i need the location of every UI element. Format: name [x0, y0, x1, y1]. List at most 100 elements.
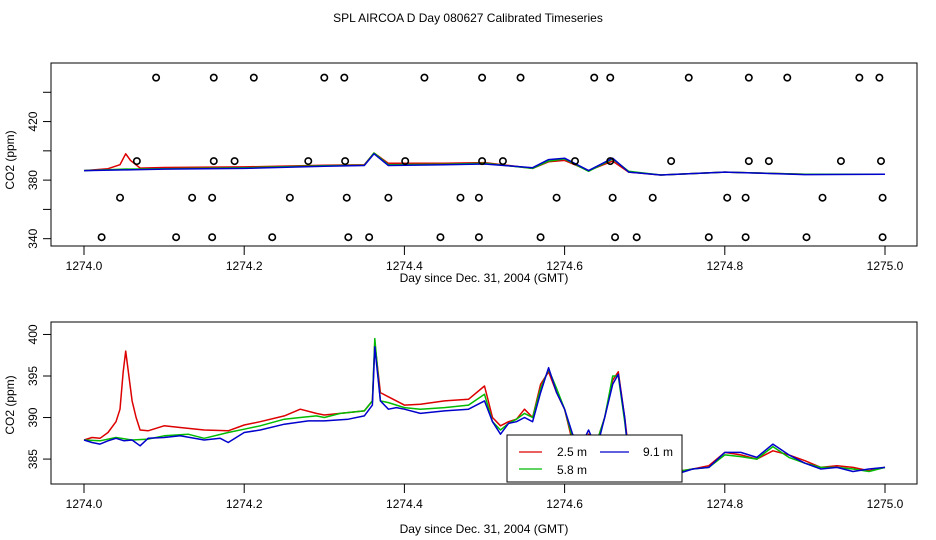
bottom-x-tick-label: 1275.0: [867, 497, 904, 511]
outlier-marker: [855, 73, 864, 82]
bottom-x-axis-label: Day since Dec. 31, 2004 (GMT): [400, 522, 569, 536]
outlier-marker: [401, 157, 410, 166]
outlier-marker: [516, 73, 525, 82]
outlier-marker: [571, 157, 580, 166]
outlier-marker: [606, 157, 615, 166]
top-x-tick-label: 1275.0: [867, 259, 904, 273]
outlier-marker: [875, 73, 884, 82]
bottom-x-tick-label: 1274.6: [546, 497, 583, 511]
outlier-marker: [208, 233, 217, 242]
bottom-plot-frame: [50, 321, 918, 485]
bottom-y-tick-label: 400: [26, 324, 40, 344]
bottom-y-tick-label: 385: [26, 449, 40, 469]
outlier-marker: [744, 73, 753, 82]
top-series-layer: [83, 152, 886, 176]
outlier-marker: [876, 157, 885, 166]
outlier-marker: [209, 73, 218, 82]
outlier-marker: [818, 193, 827, 202]
outlier-marker: [188, 193, 197, 202]
bottom-series-5-8-mm-line: [83, 337, 886, 475]
outlier-marker: [384, 193, 393, 202]
outlier-marker: [744, 157, 753, 166]
top-x-tick-label: 1274.0: [66, 259, 103, 273]
top-y-tick-label: 380: [26, 170, 40, 190]
outlier-marker: [320, 73, 329, 82]
top-plot-frame: [50, 62, 918, 247]
outlier-marker: [684, 73, 693, 82]
outlier-marker: [723, 193, 732, 202]
top-x-axis-label: Day since Dec. 31, 2004 (GMT): [400, 271, 569, 285]
outlier-marker: [172, 233, 181, 242]
outlier-marker: [97, 233, 106, 242]
outlier-marker: [611, 233, 620, 242]
outlier-marker: [436, 233, 445, 242]
outlier-marker: [342, 193, 351, 202]
top-marker-layer: [97, 73, 887, 242]
top-x-tick-label: 1274.2: [226, 259, 263, 273]
outlier-marker: [648, 193, 657, 202]
outlier-marker: [478, 157, 487, 166]
legend-label-5-8m: 5.8 m: [557, 463, 587, 477]
outlier-marker: [590, 73, 599, 82]
bottom-x-tick-label: 1274.2: [226, 497, 263, 511]
outlier-marker: [606, 73, 615, 82]
top-x-tick-label: 1274.8: [706, 259, 743, 273]
top-series-9-1-mm-line: [83, 153, 886, 176]
page-title: SPL AIRCOA D Day 080627 Calibrated Times…: [333, 11, 603, 25]
outlier-marker: [878, 233, 887, 242]
legend: 2.5 m 5.8 m 9.1 m: [506, 434, 683, 483]
top-x-tick-label: 1274.6: [546, 259, 583, 273]
legend-label-2-5m: 2.5 m: [557, 445, 587, 459]
outlier-marker: [498, 157, 507, 166]
outlier-marker: [456, 193, 465, 202]
outlier-marker: [474, 233, 483, 242]
outlier-marker: [152, 73, 161, 82]
bottom-series-2-5-mm-line: [83, 342, 886, 473]
outlier-marker: [667, 157, 676, 166]
outlier-marker: [836, 157, 845, 166]
outlier-marker: [608, 193, 617, 202]
outlier-marker: [208, 193, 217, 202]
top-axes: 1274.0 1274.2 1274.4 1274.6 1274.8 1275.0 340 3…: [26, 91, 904, 273]
outlier-marker: [268, 233, 277, 242]
outlier-marker: [249, 73, 258, 82]
outlier-marker: [783, 73, 792, 82]
outlier-marker: [341, 157, 350, 166]
legend-box: [506, 434, 683, 483]
top-y-tick-label: 420: [26, 111, 40, 131]
top-y-axis-label: CO2 (ppm): [3, 130, 17, 189]
outlier-marker: [340, 73, 349, 82]
outlier-marker: [209, 157, 218, 166]
bottom-series-layer: [83, 337, 886, 477]
outlier-marker: [116, 193, 125, 202]
outlier-marker: [474, 193, 483, 202]
bottom-y-tick-label: 390: [26, 407, 40, 427]
legend-label-9-1m: 9.1 m: [643, 445, 673, 459]
outlier-marker: [478, 73, 487, 82]
outlier-marker: [632, 233, 641, 242]
outlier-marker: [536, 233, 545, 242]
outlier-marker: [802, 233, 811, 242]
outlier-marker: [285, 193, 294, 202]
outlier-marker: [132, 157, 141, 166]
outlier-marker: [230, 157, 239, 166]
outlier-marker: [552, 193, 561, 202]
bottom-y-tick-label: 395: [26, 366, 40, 386]
outlier-marker: [344, 233, 353, 242]
bottom-x-tick-label: 1274.8: [706, 497, 743, 511]
top-y-tick-label: 340: [26, 228, 40, 248]
outlier-marker: [304, 157, 313, 166]
bottom-y-axis-label: CO2 (ppm): [3, 375, 17, 434]
bottom-series-9-1-mm-line: [83, 346, 886, 477]
outlier-marker: [764, 157, 773, 166]
outlier-marker: [365, 233, 374, 242]
top-panel: 1274.0 1274.2 1274.4 1274.6 1274.8 1275.0 340 3…: [3, 62, 918, 285]
bottom-x-tick-label: 1274.0: [66, 497, 103, 511]
bottom-panel: 1274.0 1274.2 1274.4 1274.6 1274.8 1275.0 385 3…: [3, 321, 918, 536]
outlier-marker: [741, 193, 750, 202]
outlier-marker: [741, 233, 750, 242]
bottom-x-tick-label: 1274.4: [386, 497, 423, 511]
outlier-marker: [420, 73, 429, 82]
outlier-marker: [878, 193, 887, 202]
outlier-marker: [704, 233, 713, 242]
